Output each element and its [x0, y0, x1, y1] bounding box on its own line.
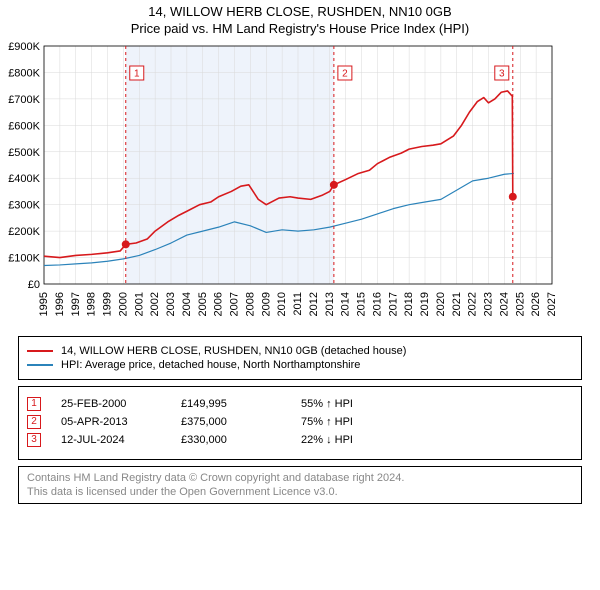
svg-text:£700K: £700K	[8, 94, 40, 106]
svg-text:1998: 1998	[86, 292, 98, 316]
svg-text:2000: 2000	[117, 292, 129, 316]
footer-line: This data is licensed under the Open Gov…	[27, 485, 573, 499]
svg-text:2023: 2023	[483, 292, 495, 316]
price-chart: £0 £100K £200K £300K £400K £500K £600K £700K £80…	[0, 40, 560, 330]
title-line-2: Price paid vs. HM Land Registry's House …	[0, 21, 600, 38]
sale-diff: 55% ↑ HPI	[301, 398, 421, 410]
sale-diff: 22% ↓ HPI	[301, 434, 421, 446]
svg-text:1999: 1999	[102, 292, 114, 316]
sale-diff: 75% ↑ HPI	[301, 416, 421, 428]
svg-text:2022: 2022	[467, 292, 479, 316]
svg-text:2013: 2013	[324, 292, 336, 316]
svg-text:2001: 2001	[133, 292, 145, 316]
svg-text:2020: 2020	[435, 292, 447, 316]
svg-text:2017: 2017	[387, 292, 399, 316]
svg-text:2024: 2024	[498, 292, 510, 316]
chart-title-block: 14, WILLOW HERB CLOSE, RUSHDEN, NN10 0GB…	[0, 0, 600, 40]
legend-item: HPI: Average price, detached house, Nort…	[27, 359, 573, 371]
svg-text:2: 2	[342, 68, 348, 79]
svg-text:2021: 2021	[451, 292, 463, 316]
sale-marker-box: 2	[27, 415, 41, 429]
svg-text:2004: 2004	[181, 292, 193, 316]
svg-text:£900K: £900K	[8, 41, 40, 53]
legend-swatch	[27, 350, 53, 352]
footer-line: Contains HM Land Registry data © Crown c…	[27, 471, 573, 485]
sales-row: 2 05-APR-2013 £375,000 75% ↑ HPI	[27, 415, 573, 429]
svg-text:2010: 2010	[276, 292, 288, 316]
svg-text:2025: 2025	[514, 292, 526, 316]
svg-text:3: 3	[499, 68, 505, 79]
sale-price: £149,995	[181, 398, 281, 410]
svg-text:£600K: £600K	[8, 120, 40, 132]
svg-text:1995: 1995	[38, 292, 50, 316]
svg-text:£100K: £100K	[8, 252, 40, 264]
svg-text:£300K: £300K	[8, 199, 40, 211]
svg-text:2012: 2012	[308, 292, 320, 316]
svg-text:2006: 2006	[213, 292, 225, 316]
sales-row: 1 25-FEB-2000 £149,995 55% ↑ HPI	[27, 397, 573, 411]
svg-text:2009: 2009	[260, 292, 272, 316]
svg-text:1: 1	[134, 68, 140, 79]
svg-text:2005: 2005	[197, 292, 209, 316]
footer-attribution: Contains HM Land Registry data © Crown c…	[18, 466, 582, 505]
sale-date: 25-FEB-2000	[61, 398, 161, 410]
svg-text:2016: 2016	[371, 292, 383, 316]
sale-date: 12-JUL-2024	[61, 434, 161, 446]
svg-text:1997: 1997	[70, 292, 82, 316]
svg-text:£500K: £500K	[8, 147, 40, 159]
svg-text:£200K: £200K	[8, 226, 40, 238]
svg-text:2011: 2011	[292, 292, 304, 316]
legend-label: HPI: Average price, detached house, Nort…	[61, 359, 360, 371]
svg-text:2019: 2019	[419, 292, 431, 316]
svg-text:2003: 2003	[165, 292, 177, 316]
legend-swatch	[27, 364, 53, 366]
sale-price: £330,000	[181, 434, 281, 446]
svg-text:2018: 2018	[403, 292, 415, 316]
svg-text:1996: 1996	[54, 292, 66, 316]
svg-text:£800K: £800K	[8, 67, 40, 79]
sale-price: £375,000	[181, 416, 281, 428]
sale-marker-box: 1	[27, 397, 41, 411]
svg-text:2027: 2027	[546, 292, 558, 316]
legend-item: 14, WILLOW HERB CLOSE, RUSHDEN, NN10 0GB…	[27, 345, 573, 357]
sale-marker-box: 3	[27, 433, 41, 447]
sales-table: 1 25-FEB-2000 £149,995 55% ↑ HPI 2 05-APR-201…	[18, 386, 582, 460]
sale-date: 05-APR-2013	[61, 416, 161, 428]
svg-text:2007: 2007	[229, 292, 241, 316]
chart-container: £0 £100K £200K £300K £400K £500K £600K £700K £80…	[0, 40, 600, 330]
title-line-1: 14, WILLOW HERB CLOSE, RUSHDEN, NN10 0GB	[0, 4, 600, 21]
svg-text:2002: 2002	[149, 292, 161, 316]
svg-text:2015: 2015	[356, 292, 368, 316]
svg-text:2008: 2008	[244, 292, 256, 316]
svg-text:£400K: £400K	[8, 173, 40, 185]
svg-text:£0: £0	[28, 279, 40, 291]
svg-text:2014: 2014	[340, 292, 352, 316]
svg-text:2026: 2026	[530, 292, 542, 316]
sales-row: 3 12-JUL-2024 £330,000 22% ↓ HPI	[27, 433, 573, 447]
legend-label: 14, WILLOW HERB CLOSE, RUSHDEN, NN10 0GB…	[61, 345, 406, 357]
legend-box: 14, WILLOW HERB CLOSE, RUSHDEN, NN10 0GB…	[18, 336, 582, 380]
